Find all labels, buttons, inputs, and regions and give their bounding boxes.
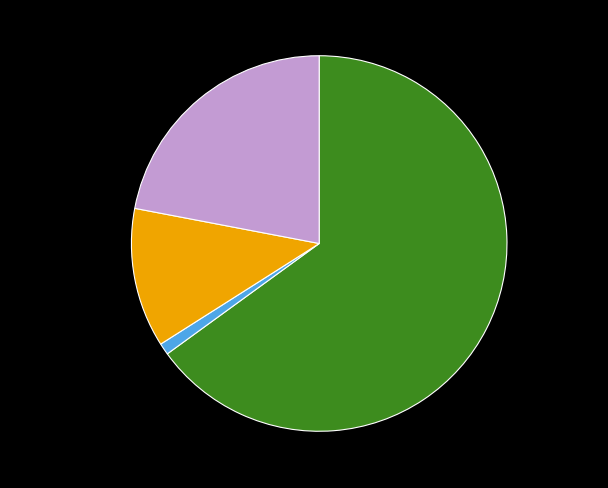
Wedge shape [167, 57, 507, 431]
Wedge shape [131, 209, 319, 345]
Wedge shape [135, 57, 319, 244]
Wedge shape [161, 244, 319, 354]
